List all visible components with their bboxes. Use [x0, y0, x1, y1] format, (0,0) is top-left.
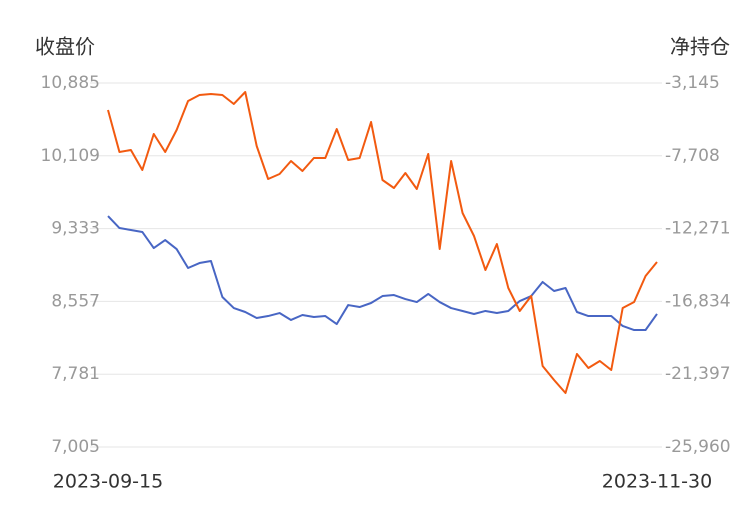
y2-tick-label: -25,960: [665, 437, 731, 457]
x-tick-label: 2023-11-30: [602, 471, 712, 493]
y2-axis-title: 净持仓: [670, 35, 730, 59]
y2-tick-label: -3,145: [665, 73, 720, 93]
y-tick-label: 8,557: [51, 291, 100, 311]
y-tick-label: 7,005: [51, 437, 100, 457]
y-tick-label: 10,109: [41, 146, 100, 166]
x-tick-label: 2023-09-15: [53, 471, 163, 493]
series-line: [107, 90, 658, 395]
y-axis-title: 收盘价: [35, 35, 95, 59]
y2-tick-label: -16,834: [665, 291, 731, 311]
series-line: [107, 215, 658, 332]
y2-tick-label: -21,397: [665, 364, 731, 384]
y-tick-label: 10,885: [41, 73, 100, 93]
y2-tick-label: -12,271: [665, 219, 731, 239]
y-tick-label: 9,333: [51, 219, 100, 239]
y-tick-label: 7,781: [51, 364, 100, 384]
y2-tick-label: -7,708: [665, 146, 720, 166]
